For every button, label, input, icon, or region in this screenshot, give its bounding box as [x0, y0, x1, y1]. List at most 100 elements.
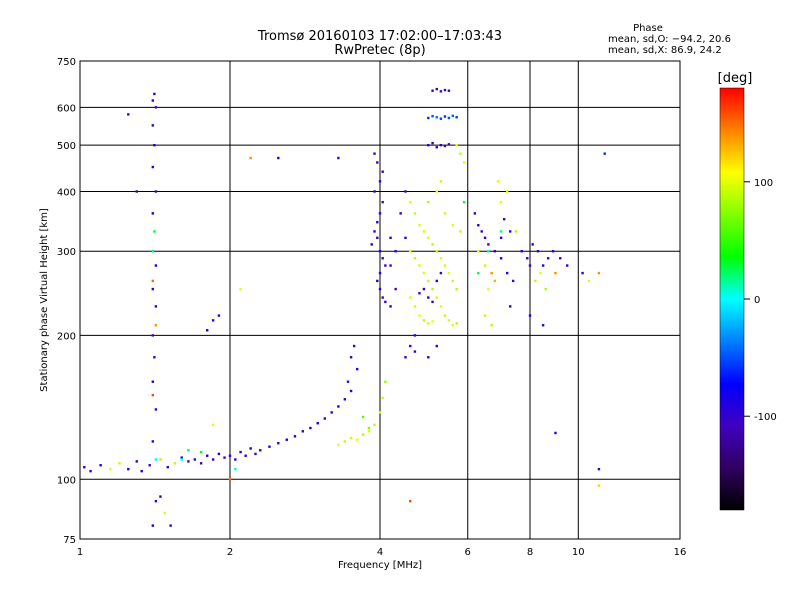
data-point [399, 212, 402, 215]
data-point [477, 224, 480, 227]
y-tick-label: 300 [57, 247, 76, 258]
data-point [435, 344, 438, 348]
data-point [154, 264, 158, 267]
data-point [373, 152, 376, 155]
data-point [427, 296, 430, 299]
data-point [301, 430, 305, 433]
data-point [431, 89, 434, 92]
data-point [355, 438, 359, 441]
data-point [228, 478, 232, 481]
data-point [409, 296, 412, 299]
chart-subtitle: RwPretec (8p) [334, 43, 425, 58]
data-point [127, 113, 130, 116]
data-point [153, 230, 156, 233]
data-point [135, 460, 138, 463]
data-point [554, 271, 557, 275]
data-point [447, 319, 451, 322]
data-point [502, 218, 506, 221]
data-point [151, 165, 155, 169]
data-point [249, 156, 252, 160]
data-point [154, 324, 158, 327]
data-point [499, 257, 503, 260]
data-point [378, 411, 382, 414]
y-tick-label: 200 [57, 331, 76, 342]
data-point [151, 250, 155, 253]
data-point [205, 454, 209, 457]
data-point [349, 436, 353, 440]
data-point [239, 287, 242, 291]
data-point [439, 305, 443, 308]
data-point [413, 350, 417, 353]
data-point [153, 143, 156, 147]
data-point [447, 89, 451, 92]
data-point [413, 334, 417, 337]
data-point [404, 236, 407, 240]
data-point [159, 458, 162, 461]
data-point [135, 190, 138, 193]
data-point [413, 305, 417, 308]
x-tick-labels: 1 2 4 6 8 10 16 [77, 547, 687, 558]
data-point [154, 499, 158, 503]
data-point [151, 440, 155, 443]
data-point [435, 146, 438, 149]
x-axis-label: Frequency [MHz] [338, 560, 422, 571]
data-point [378, 250, 382, 253]
data-point [346, 380, 350, 383]
data-point [565, 264, 569, 267]
data-point [127, 467, 130, 471]
data-point [483, 264, 487, 267]
data-point [187, 460, 190, 463]
data-point [381, 170, 384, 173]
data-point [451, 324, 455, 327]
data-point [439, 180, 443, 183]
x-tick-label: 2 [227, 547, 233, 558]
data-point [259, 449, 262, 452]
data-point [404, 356, 407, 359]
data-point [153, 356, 156, 359]
data-point [473, 212, 477, 215]
colorbar-tick-label: -100 [754, 412, 777, 423]
data-point [487, 287, 490, 291]
data-point [83, 465, 86, 469]
data-point [422, 319, 426, 322]
data-point [187, 449, 190, 452]
data-point [459, 152, 462, 155]
data-point [381, 296, 384, 299]
data-point [496, 180, 500, 183]
data-point [505, 271, 509, 275]
data-point [361, 433, 365, 436]
y-tick-labels: 75 100 200 300 400 500 600 750 [57, 57, 76, 546]
data-point [447, 116, 451, 120]
data-point [159, 495, 162, 498]
data-point [343, 440, 347, 443]
x-tick-label: 16 [674, 547, 687, 558]
data-point [422, 287, 426, 291]
data-point [435, 296, 438, 299]
data-point [370, 243, 373, 246]
data-point [154, 305, 158, 308]
data-point [455, 116, 458, 119]
data-point [151, 524, 155, 527]
data-point [459, 230, 462, 233]
data-point [443, 264, 447, 267]
data-point [511, 279, 515, 283]
data-point [151, 287, 155, 291]
data-point [169, 524, 172, 527]
data-point [378, 180, 382, 183]
data-point [151, 212, 155, 215]
data-point [451, 224, 455, 227]
data-point [499, 230, 503, 233]
data-point [211, 423, 215, 427]
data-point [173, 462, 177, 465]
data-point [477, 271, 480, 275]
data-point [413, 212, 417, 215]
data-point [268, 445, 271, 448]
data-point [234, 467, 237, 471]
data-point [439, 117, 443, 120]
data-points [83, 87, 606, 527]
data-point [211, 458, 215, 461]
data-point [544, 287, 547, 291]
data-point [493, 250, 497, 253]
data-point [455, 322, 458, 325]
data-point [154, 190, 158, 193]
